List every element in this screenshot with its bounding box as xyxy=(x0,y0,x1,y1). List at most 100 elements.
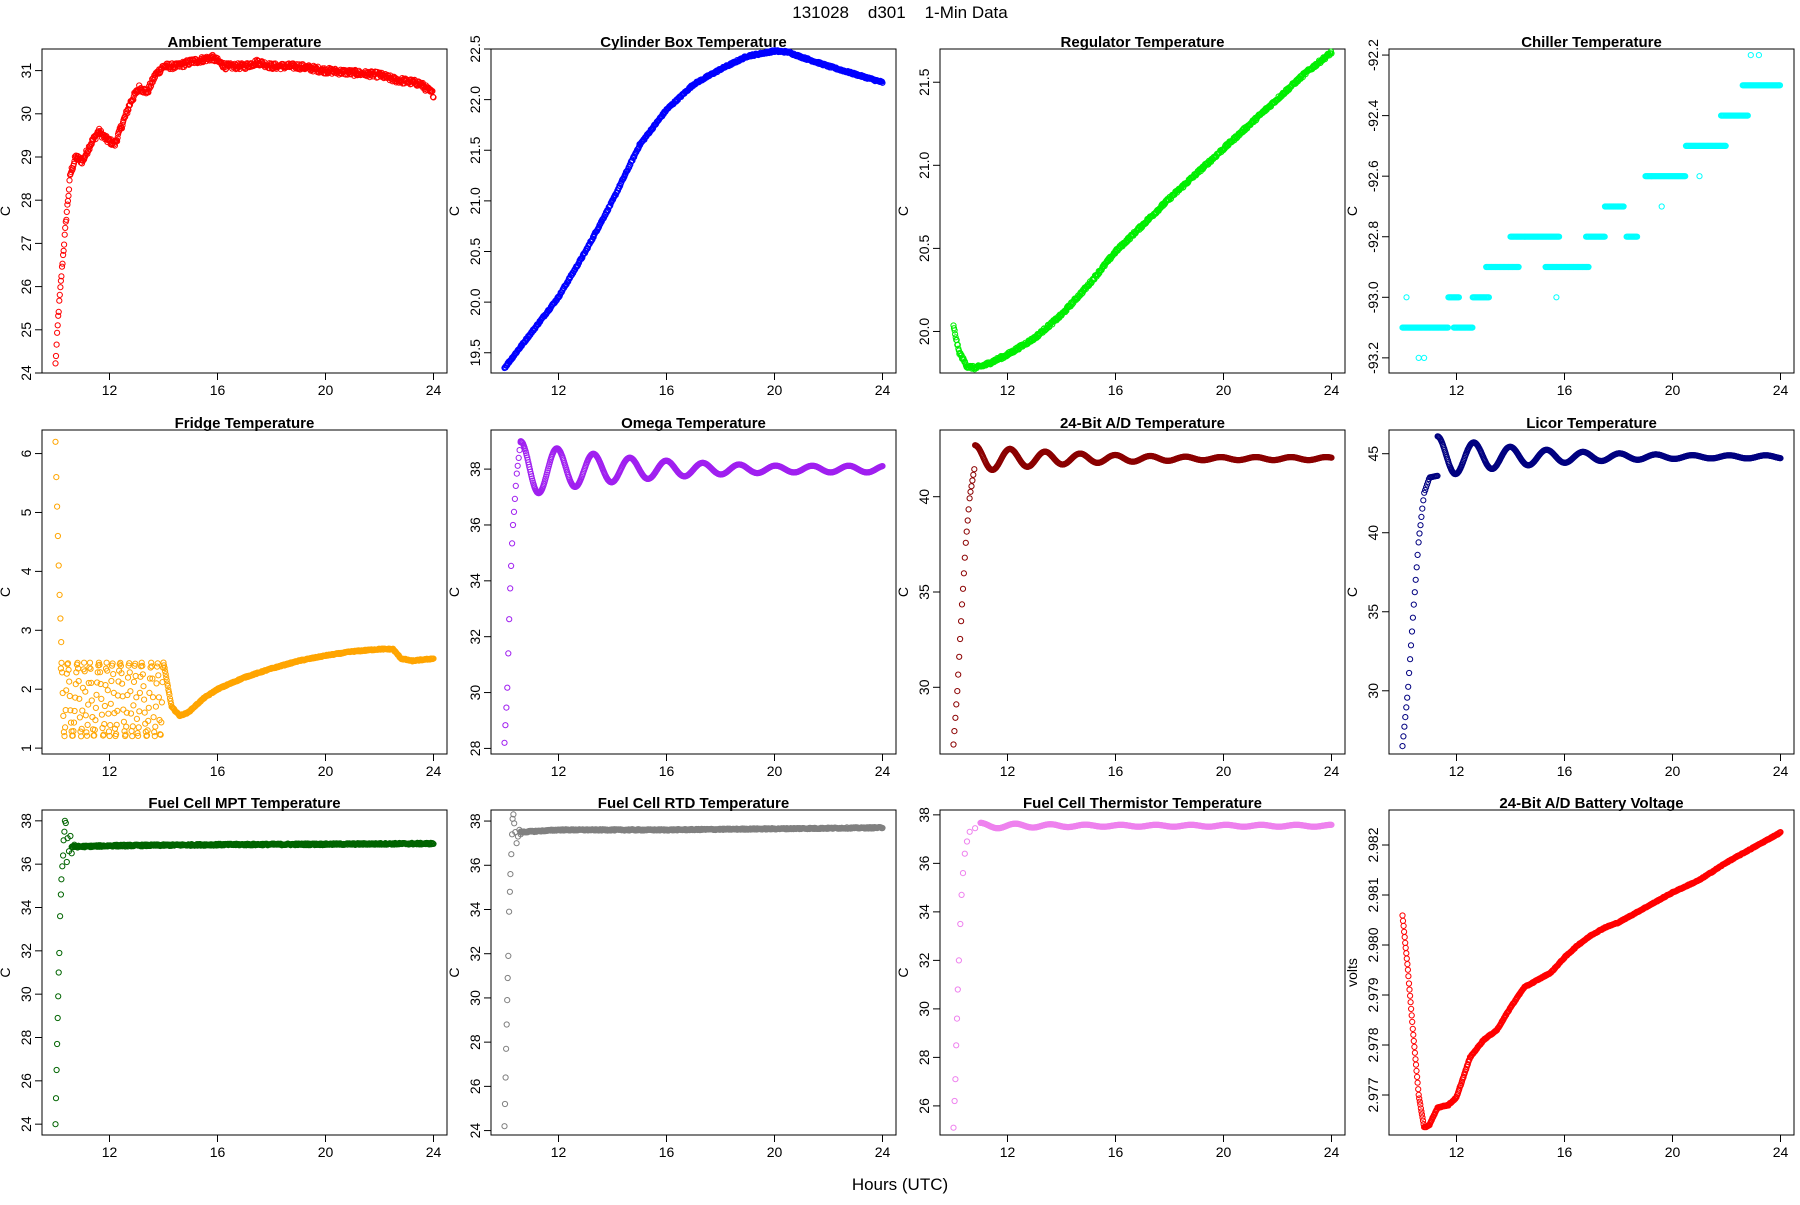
data-point xyxy=(1418,523,1423,528)
data-point xyxy=(508,586,513,591)
data-point xyxy=(141,684,146,689)
data-point xyxy=(87,660,92,665)
data-point xyxy=(151,715,156,720)
y-axis-label: C xyxy=(0,587,13,597)
data-point xyxy=(953,715,958,720)
series-points xyxy=(951,443,1334,748)
y-tick-label: -92.6 xyxy=(1365,160,1381,192)
data-point xyxy=(956,672,961,677)
data-point xyxy=(109,678,114,683)
y-tick-label: 22.5 xyxy=(467,35,483,62)
data-point xyxy=(64,209,69,214)
x-tick-label: 16 xyxy=(1108,763,1124,779)
data-point xyxy=(99,712,104,717)
y-tick-label: 35 xyxy=(916,584,932,600)
data-point xyxy=(54,475,59,480)
data-point xyxy=(90,715,95,720)
data-point xyxy=(84,733,89,738)
data-point xyxy=(80,685,85,690)
y-tick-label: 20.5 xyxy=(916,235,932,262)
data-point xyxy=(503,723,508,728)
data-point xyxy=(108,701,113,706)
data-point xyxy=(58,285,63,290)
y-tick-label: 35 xyxy=(1365,604,1381,620)
y-tick-label: 34 xyxy=(467,573,483,589)
data-point xyxy=(63,725,68,730)
panel-title: Regulator Temperature xyxy=(1061,34,1225,51)
data-point xyxy=(502,740,507,745)
data-point xyxy=(963,540,968,545)
data-point xyxy=(1408,643,1413,648)
data-point xyxy=(966,507,971,512)
data-point xyxy=(142,697,147,702)
x-tick-label: 20 xyxy=(1665,763,1681,779)
y-tick-label: 2 xyxy=(18,685,34,693)
data-point xyxy=(62,242,67,247)
data-point xyxy=(66,193,71,198)
data-point xyxy=(65,198,70,203)
data-point xyxy=(1748,53,1753,58)
x-tick-label: 20 xyxy=(767,763,783,779)
series-points xyxy=(53,439,436,739)
y-tick-label: 36 xyxy=(467,517,483,533)
y-tick-label: 30 xyxy=(916,679,932,695)
data-point xyxy=(510,522,515,527)
data-point xyxy=(104,660,109,665)
figure-title: 131028 d301 1-Min Data xyxy=(792,3,1008,22)
x-tick-label: 12 xyxy=(1449,382,1465,398)
data-point xyxy=(960,586,965,591)
data-point xyxy=(53,439,58,444)
data-point xyxy=(1415,552,1420,557)
data-point xyxy=(1756,53,1761,58)
data-point xyxy=(1416,540,1421,545)
data-point xyxy=(1417,531,1422,536)
y-tick-label: 21.0 xyxy=(916,151,932,178)
data-point xyxy=(55,533,60,538)
data-point xyxy=(505,685,510,690)
data-point xyxy=(83,713,88,718)
panel-title: Omega Temperature xyxy=(621,415,766,432)
plot-frame xyxy=(491,430,896,754)
y-tick-label: 38 xyxy=(467,461,483,477)
x-tick-label: 12 xyxy=(551,382,567,398)
data-point xyxy=(76,679,81,684)
data-point xyxy=(970,478,975,483)
y-tick-label: -93.0 xyxy=(1365,281,1381,313)
panel-title: Cylinder Box Temperature xyxy=(600,34,786,51)
x-tick-label: 24 xyxy=(426,763,442,779)
y-tick-label: 30 xyxy=(18,106,34,122)
figure-xlabel: Hours (UTC) xyxy=(852,1175,948,1194)
data-point xyxy=(89,698,94,703)
data-point xyxy=(513,483,518,488)
y-tick-label: 20.5 xyxy=(467,238,483,265)
data-point xyxy=(1407,670,1412,675)
data-point xyxy=(58,616,63,621)
y-tick-label: 19.5 xyxy=(467,339,483,366)
data-point xyxy=(85,722,90,727)
data-point xyxy=(64,688,69,693)
data-point xyxy=(1410,615,1415,620)
x-tick-label: 24 xyxy=(1324,763,1340,779)
plot-frame xyxy=(1389,49,1794,373)
data-point xyxy=(55,504,60,509)
data-point xyxy=(964,529,969,534)
panel-title: Licor Temperature xyxy=(1526,415,1657,432)
x-tick-label: 16 xyxy=(659,763,675,779)
data-point xyxy=(971,472,976,477)
data-point xyxy=(961,571,966,576)
series-points xyxy=(53,52,436,366)
y-tick-label: 21.5 xyxy=(916,68,932,95)
data-point xyxy=(83,689,88,694)
data-point xyxy=(131,679,136,684)
data-point xyxy=(954,702,959,707)
data-point xyxy=(102,703,107,708)
data-point xyxy=(55,330,60,335)
data-point xyxy=(156,673,161,678)
y-tick-label: 1 xyxy=(18,744,34,752)
data-point xyxy=(968,489,973,494)
